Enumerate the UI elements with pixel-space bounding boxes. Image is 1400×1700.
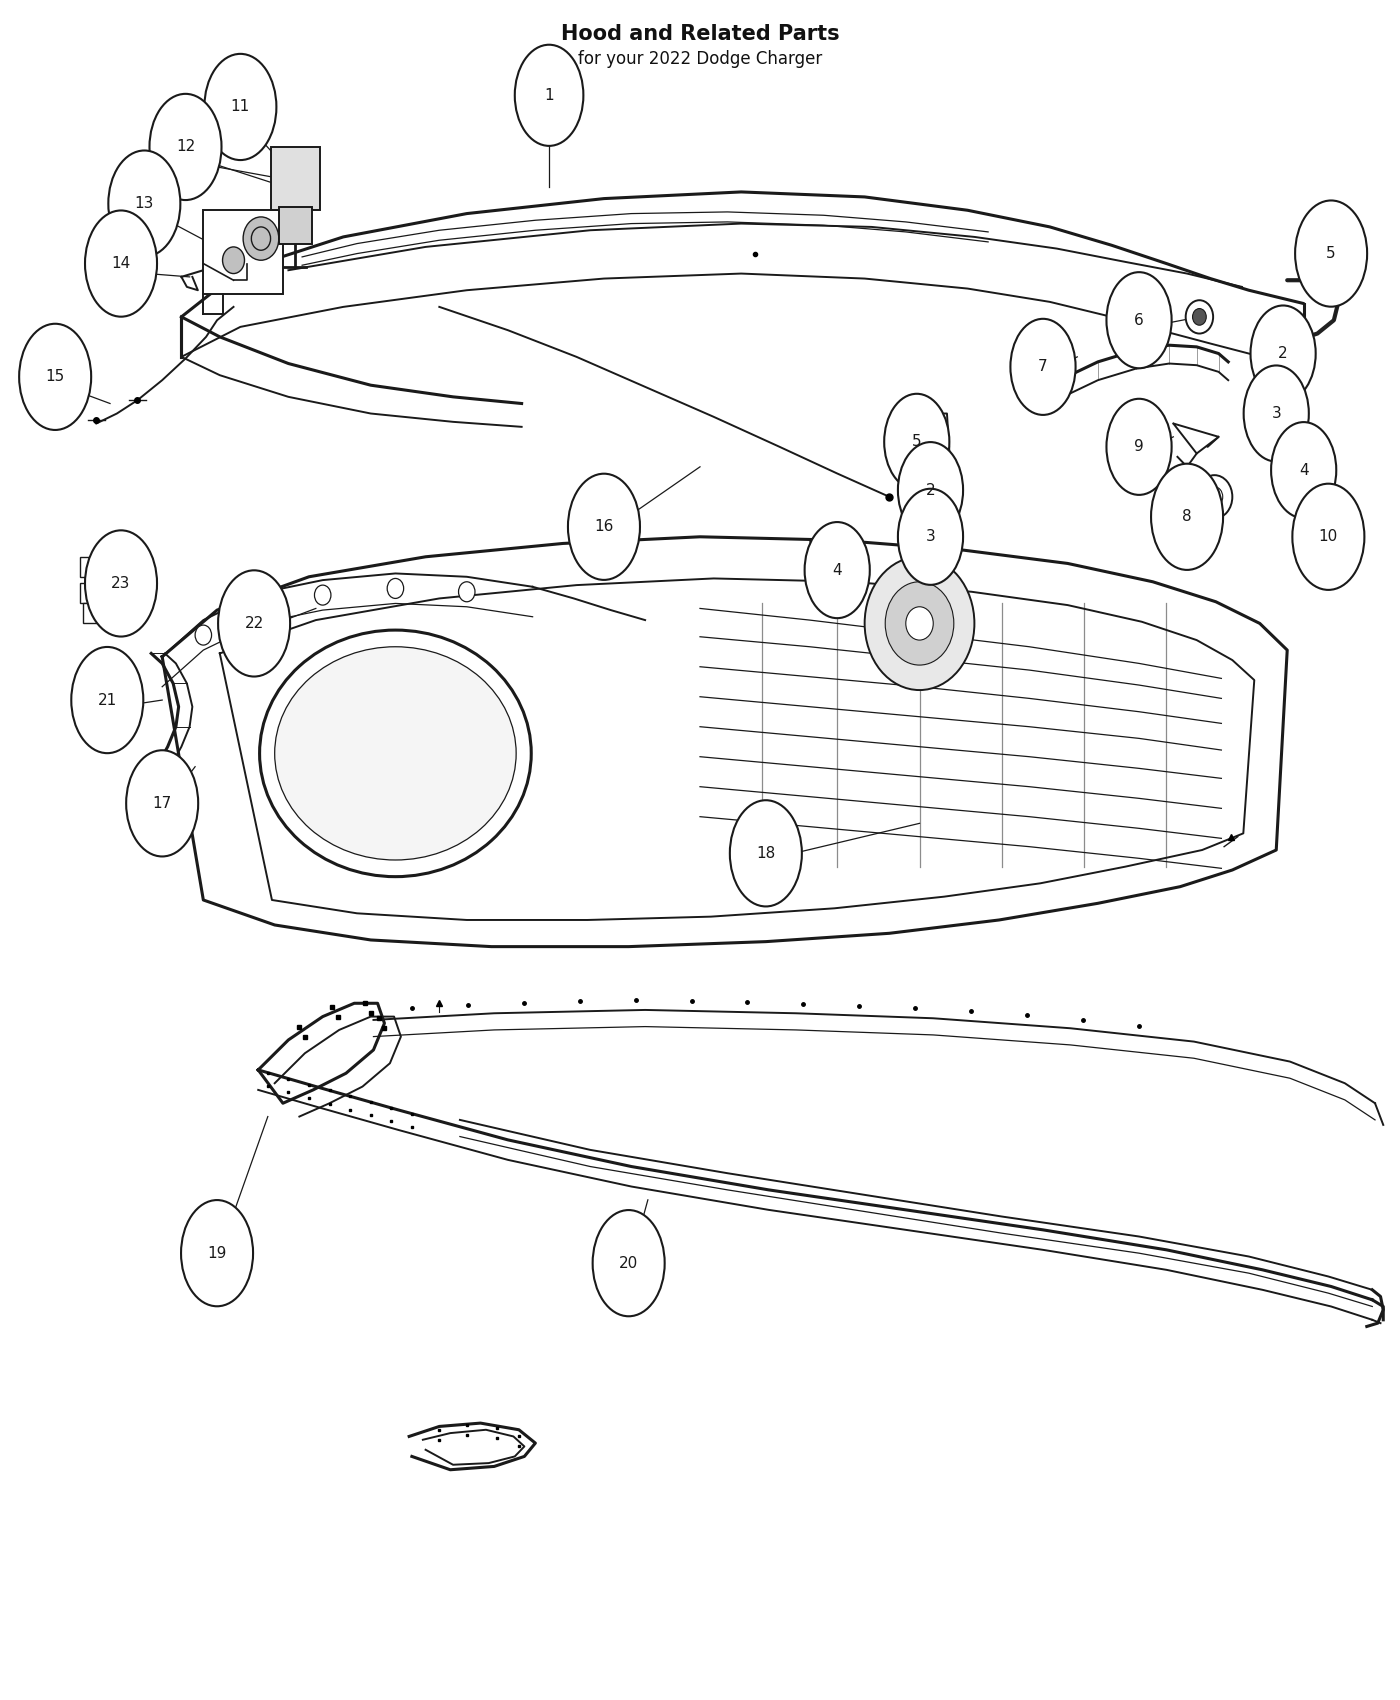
Circle shape — [865, 558, 974, 690]
Ellipse shape — [85, 530, 157, 636]
Bar — [203, 211, 283, 294]
Bar — [83, 604, 99, 624]
Text: 18: 18 — [756, 847, 776, 860]
Text: 2: 2 — [1278, 347, 1288, 360]
Circle shape — [459, 581, 475, 602]
Text: 13: 13 — [134, 196, 154, 211]
Ellipse shape — [729, 801, 802, 906]
Text: 8: 8 — [1182, 510, 1191, 524]
Circle shape — [251, 598, 266, 619]
Text: 9: 9 — [1134, 439, 1144, 454]
Ellipse shape — [1151, 464, 1224, 570]
Ellipse shape — [150, 94, 221, 201]
Ellipse shape — [515, 44, 584, 146]
Circle shape — [1197, 476, 1232, 518]
Ellipse shape — [568, 474, 640, 580]
Ellipse shape — [108, 151, 181, 257]
Circle shape — [906, 607, 934, 641]
Circle shape — [195, 626, 211, 644]
Circle shape — [1284, 333, 1310, 367]
Bar — [80, 558, 111, 576]
Ellipse shape — [592, 1210, 665, 1316]
Text: Hood and Related Parts: Hood and Related Parts — [560, 24, 840, 44]
Text: 1: 1 — [545, 88, 554, 102]
Bar — [80, 583, 111, 604]
Text: 15: 15 — [46, 369, 64, 384]
Ellipse shape — [897, 488, 963, 585]
Ellipse shape — [1106, 400, 1172, 495]
Text: 22: 22 — [245, 615, 263, 631]
Circle shape — [1186, 301, 1214, 333]
Text: 3: 3 — [925, 529, 935, 544]
Ellipse shape — [1243, 366, 1309, 462]
Ellipse shape — [259, 631, 531, 877]
Circle shape — [315, 585, 330, 605]
Text: 21: 21 — [98, 692, 118, 707]
Text: 12: 12 — [176, 139, 195, 155]
Text: 4: 4 — [833, 563, 841, 578]
Bar — [270, 146, 321, 211]
Text: 7: 7 — [1039, 359, 1047, 374]
Circle shape — [244, 218, 279, 260]
Text: 3: 3 — [1271, 406, 1281, 422]
Circle shape — [252, 226, 270, 250]
Text: 16: 16 — [594, 518, 613, 534]
Text: 5: 5 — [911, 434, 921, 449]
Text: 2: 2 — [925, 483, 935, 498]
Ellipse shape — [126, 750, 199, 857]
Text: 11: 11 — [231, 100, 251, 114]
Text: 4: 4 — [1299, 462, 1309, 478]
Text: 23: 23 — [112, 576, 130, 592]
Text: 10: 10 — [1319, 529, 1338, 544]
Text: 14: 14 — [112, 257, 130, 270]
Circle shape — [388, 578, 403, 598]
Ellipse shape — [1011, 320, 1075, 415]
Ellipse shape — [897, 442, 963, 539]
Ellipse shape — [181, 1200, 253, 1306]
Ellipse shape — [1106, 272, 1172, 369]
Ellipse shape — [218, 570, 290, 677]
Text: 5: 5 — [1326, 246, 1336, 262]
Ellipse shape — [71, 648, 143, 753]
Circle shape — [223, 246, 245, 274]
Text: 6: 6 — [1134, 313, 1144, 328]
Ellipse shape — [1271, 422, 1336, 518]
Circle shape — [1281, 389, 1299, 411]
Ellipse shape — [1292, 484, 1365, 590]
Circle shape — [1207, 486, 1222, 507]
Text: 20: 20 — [619, 1256, 638, 1270]
Circle shape — [885, 581, 953, 665]
Polygon shape — [1173, 423, 1218, 454]
Circle shape — [910, 456, 935, 484]
Ellipse shape — [1250, 306, 1316, 401]
Text: 19: 19 — [207, 1246, 227, 1261]
Circle shape — [906, 495, 925, 518]
Ellipse shape — [1295, 201, 1368, 306]
Bar — [279, 207, 312, 243]
Circle shape — [1193, 309, 1207, 325]
Text: for your 2022 Dodge Charger: for your 2022 Dodge Charger — [578, 51, 822, 68]
Ellipse shape — [274, 646, 517, 860]
Ellipse shape — [204, 54, 276, 160]
Ellipse shape — [805, 522, 869, 619]
Ellipse shape — [885, 394, 949, 490]
Ellipse shape — [85, 211, 157, 316]
Text: 17: 17 — [153, 796, 172, 811]
Ellipse shape — [20, 323, 91, 430]
